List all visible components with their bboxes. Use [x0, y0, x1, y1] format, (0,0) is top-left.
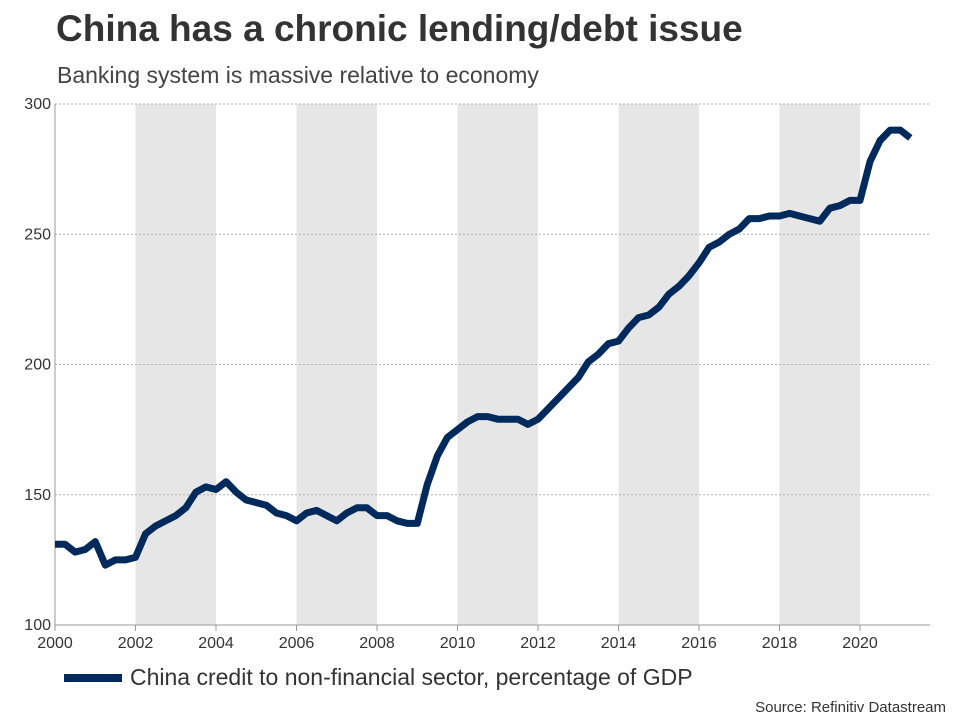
x-tick-label-2002: 2002 — [118, 635, 154, 652]
legend: China credit to non-financial sector, pe… — [64, 664, 693, 691]
shaded-band-2014 — [618, 104, 699, 625]
series-line-0 — [55, 126, 913, 569]
shaded-band-2010 — [457, 104, 538, 625]
x-tick-labels: 2000 2002 2004 2006 2008 2010 2012 2014 2016 2018… — [37, 635, 878, 652]
x-tick-label-2020: 2020 — [842, 635, 878, 652]
y-tick-label-250: 250 — [24, 226, 51, 243]
x-tick-label-2016: 2016 — [681, 635, 717, 652]
source-note: Source: Refinitiv Datastream — [755, 699, 946, 716]
shaded-bands — [135, 104, 860, 625]
x-tick-label-2008: 2008 — [359, 635, 395, 652]
axes — [54, 104, 930, 631]
x-tick-label-2014: 2014 — [601, 635, 637, 652]
y-tick-label-150: 150 — [24, 487, 51, 504]
y-tick-label-100: 100 — [24, 617, 51, 634]
x-tick-label-2010: 2010 — [440, 635, 476, 652]
y-tick-label-300: 300 — [24, 96, 51, 113]
x-tick-label-2018: 2018 — [762, 635, 798, 652]
y-tick-labels: 100 150 200 250 300 — [24, 96, 51, 634]
x-tick-label-2012: 2012 — [520, 635, 556, 652]
y-tick-label-200: 200 — [24, 357, 51, 374]
grid-lines — [55, 103, 930, 496]
chart-subtitle: Banking system is massive relative to ec… — [57, 62, 539, 88]
series-group — [55, 126, 913, 569]
legend-label: China credit to non-financial sector, pe… — [130, 664, 693, 690]
x-tick-label-2006: 2006 — [279, 635, 315, 652]
chart-title: China has a chronic lending/debt issue — [56, 8, 743, 49]
x-tick-label-2000: 2000 — [37, 635, 73, 652]
legend-swatch — [64, 673, 122, 682]
x-tick-label-2004: 2004 — [198, 635, 234, 652]
